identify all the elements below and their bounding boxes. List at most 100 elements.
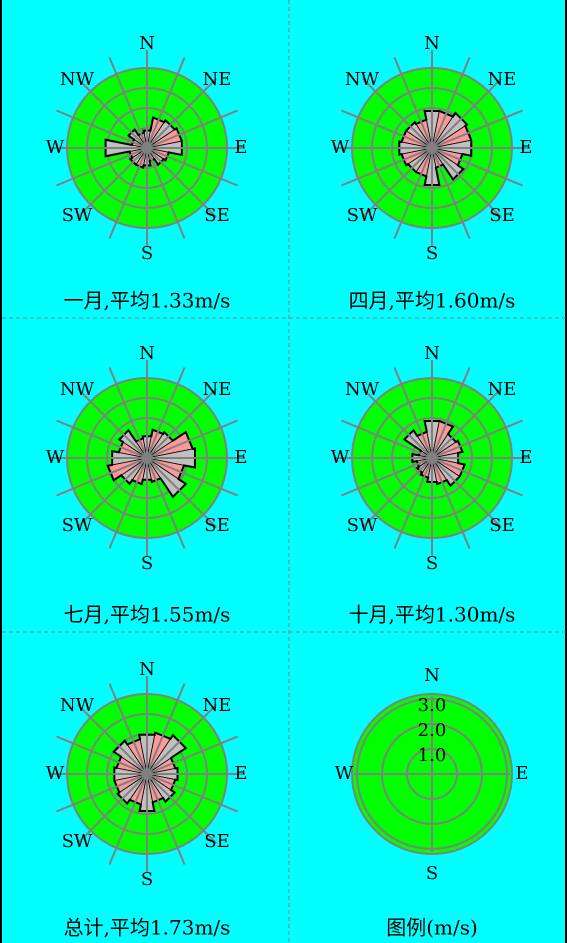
direction-label-w: W: [46, 137, 65, 158]
spoke-sse: [431, 457, 471, 549]
spoke-ese: [431, 147, 523, 187]
spoke-wnw: [56, 109, 148, 149]
direction-label-s: S: [141, 243, 153, 264]
direction-label-e: E: [519, 447, 532, 468]
legend-caption: 图例(m/s): [386, 916, 478, 940]
spoke-wsw: [56, 147, 148, 187]
chart-caption: 十月,平均1.30m/s: [349, 603, 516, 627]
legend-label-w: W: [335, 763, 354, 784]
spoke-nne: [431, 367, 471, 459]
wind-rose-2: N NE E SE S SW W NW 四月,平均1.60m/s: [331, 33, 533, 313]
rose-outline: [106, 428, 196, 499]
direction-label-s: S: [426, 243, 438, 264]
wind-rose-3: N NE E SE S SW W NW 七月,平均1.55m/s: [46, 343, 248, 627]
spoke-sw: [76, 457, 148, 529]
spoke-ne: [431, 77, 503, 149]
legend-label-e: E: [515, 763, 528, 784]
chart-caption: 总计,平均1.73m/s: [64, 916, 231, 940]
spoke-sw: [361, 457, 433, 529]
spoke-nnw: [393, 367, 433, 459]
direction-label-sw: SW: [347, 515, 378, 536]
legend-rose: 3.0 2.0 1.0 N E S W 图例(m/s): [335, 665, 529, 940]
spoke-ssw: [108, 773, 148, 865]
direction-label-se: SE: [489, 515, 514, 536]
spoke-wnw: [56, 419, 148, 459]
spoke-ene: [146, 735, 238, 775]
spoke-nnw: [108, 57, 148, 149]
spoke-sse: [146, 457, 186, 549]
spoke-wnw: [341, 109, 433, 149]
spoke-se: [146, 457, 218, 529]
spoke-ssw: [108, 147, 148, 239]
spoke-ne: [146, 77, 218, 149]
direction-label-nw: NW: [345, 69, 380, 90]
spoke-nw: [361, 77, 433, 149]
spoke-ne: [431, 387, 503, 459]
rose-outline: [398, 109, 473, 187]
spoke-nne: [146, 57, 186, 149]
wind-rose-1: N NE E SE S SW W NW 一月,平均1.33m/s: [46, 33, 248, 313]
direction-label-nw: NW: [345, 379, 380, 400]
spoke-ese: [431, 457, 523, 497]
direction-label-n: N: [139, 343, 155, 364]
spoke-sse: [431, 147, 471, 239]
spoke-wsw: [341, 147, 433, 187]
legend-label-n: N: [424, 665, 440, 686]
spoke-sse: [146, 147, 186, 239]
direction-label-n: N: [139, 33, 155, 54]
spoke-nne: [431, 57, 471, 149]
direction-label-sw: SW: [347, 205, 378, 226]
spoke-ese: [146, 147, 238, 187]
rose-outline: [402, 419, 467, 488]
chart-caption: 四月,平均1.60m/s: [349, 289, 516, 313]
direction-label-s: S: [141, 553, 153, 574]
spoke-nw: [76, 77, 148, 149]
direction-label-ne: NE: [488, 69, 517, 90]
spoke-se: [146, 147, 218, 219]
direction-label-se: SE: [204, 205, 229, 226]
direction-label-se: SE: [489, 205, 514, 226]
spoke-ne: [146, 703, 218, 775]
direction-label-s: S: [141, 869, 153, 890]
wind-rose-5: N NE E SE S SW W NW 总计,平均1.73m/s: [46, 659, 248, 940]
spoke-sse: [146, 773, 186, 865]
direction-label-w: W: [46, 447, 65, 468]
spoke-nnw: [108, 683, 148, 775]
rose-outline: [104, 116, 183, 170]
direction-label-ne: NE: [203, 69, 232, 90]
legend-ring-label-1: 3.0: [418, 695, 447, 716]
chart-caption: 七月,平均1.55m/s: [64, 603, 231, 627]
legend-ring-label-3: 1.0: [418, 745, 447, 766]
spoke-ssw: [108, 457, 148, 549]
direction-label-sw: SW: [62, 831, 93, 852]
rose-outline: [112, 731, 188, 813]
panels-layer: NNEESESSWWNW一月,平均1.33m/sNNEESESSWWNW四月,平…: [46, 33, 533, 940]
spoke-wnw: [56, 735, 148, 775]
spoke-nw: [76, 703, 148, 775]
direction-label-e: E: [234, 137, 247, 158]
direction-label-w: W: [46, 763, 65, 784]
direction-label-n: N: [424, 33, 440, 54]
direction-label-e: E: [234, 447, 247, 468]
spoke-sw: [361, 147, 433, 219]
direction-label-s: S: [426, 553, 438, 574]
direction-label-ne: NE: [488, 379, 517, 400]
spoke-nw: [361, 387, 433, 459]
spoke-nne: [146, 683, 186, 775]
spoke-ese: [146, 457, 238, 497]
spoke-ene: [146, 109, 238, 149]
spoke-se: [431, 457, 503, 529]
direction-label-e: E: [519, 137, 532, 158]
wind-rose-4: N NE E SE S SW W NW 十月,平均1.30m/s: [331, 343, 533, 627]
spoke-ene: [146, 419, 238, 459]
spoke-se: [146, 773, 218, 845]
spoke-wnw: [341, 419, 433, 459]
spoke-ene: [431, 109, 523, 149]
chart-caption: 一月,平均1.33m/s: [64, 289, 231, 313]
spoke-ssw: [393, 457, 433, 549]
legend-label-s: S: [426, 863, 438, 884]
direction-label-se: SE: [204, 831, 229, 852]
spoke-nne: [146, 367, 186, 459]
